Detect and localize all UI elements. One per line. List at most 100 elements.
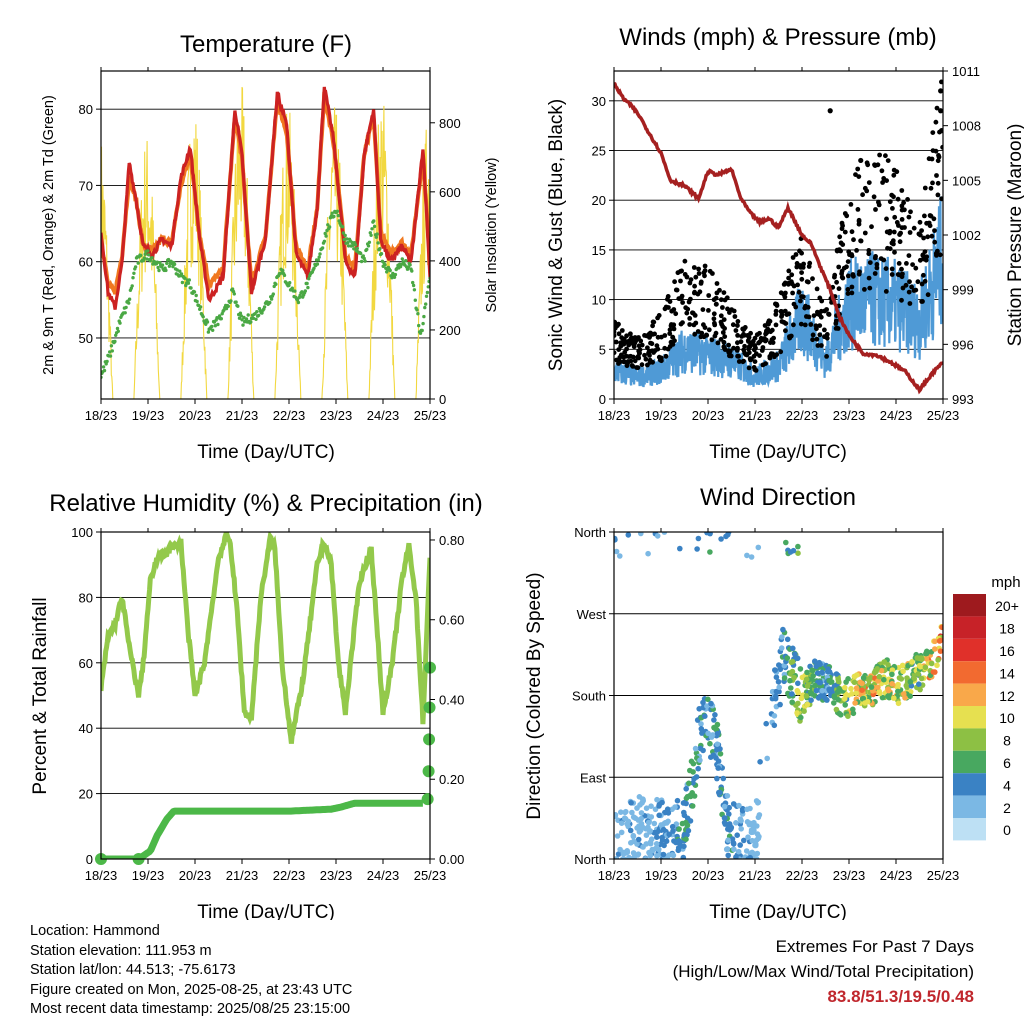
- direction-point: [924, 648, 930, 655]
- direction-point: [881, 676, 887, 683]
- gust-point: [702, 268, 708, 273]
- gust-point: [866, 248, 872, 253]
- gust-point: [921, 272, 926, 278]
- gust-point: [614, 339, 619, 345]
- gust-point: [672, 338, 677, 344]
- x-tick-label: 18/23: [85, 408, 118, 423]
- gust-point: [614, 319, 618, 325]
- dewpoint-point: [195, 299, 199, 304]
- gust-point: [769, 327, 775, 333]
- dewpoint-point: [145, 257, 149, 261]
- direction-point: [831, 693, 838, 699]
- gust-point: [779, 309, 785, 314]
- dewpoint-point: [422, 314, 426, 319]
- x-tick-label: 22/23: [273, 408, 306, 423]
- gust-point: [940, 144, 943, 150]
- dewpoint-point: [424, 302, 428, 306]
- dewpoint-point: [180, 280, 185, 285]
- gust-point: [675, 270, 681, 276]
- gust-point: [899, 297, 904, 303]
- gust-point: [867, 260, 873, 265]
- direction-point: [881, 659, 888, 665]
- direction-point: [698, 721, 704, 727]
- dewpoint-point: [244, 317, 249, 321]
- direction-point: [712, 712, 718, 718]
- direction-point: [698, 726, 705, 732]
- direction-point: [647, 828, 653, 834]
- dewpoint-point: [320, 246, 325, 250]
- direction-point: [747, 805, 753, 812]
- y2-tick-label: 996: [952, 337, 974, 352]
- direction-point: [917, 664, 924, 670]
- direction-point: [717, 746, 723, 752]
- gust-point: [781, 282, 787, 287]
- direction-point: [826, 677, 832, 684]
- direction-point: [851, 673, 858, 680]
- gust-point: [672, 279, 677, 285]
- dewpoint-point: [108, 350, 112, 354]
- gust-point: [921, 235, 926, 241]
- direction-xlabel: Time (Day/UTC): [709, 902, 847, 920]
- dewpoint-point: [359, 251, 363, 256]
- gust-point: [884, 216, 889, 222]
- direction-point: [627, 827, 634, 834]
- gust-point: [800, 265, 806, 270]
- direction-point: [789, 691, 795, 697]
- gust-point: [925, 292, 931, 298]
- gust-point: [754, 332, 760, 337]
- gust-point: [735, 319, 741, 324]
- dewpoint-point: [164, 268, 168, 273]
- gust-point: [808, 322, 814, 327]
- gust-point: [890, 206, 895, 211]
- station-latlon: Station lat/lon: 44.513; -75.6173: [30, 962, 236, 979]
- gust-point: [907, 301, 913, 306]
- gust-point: [760, 345, 766, 350]
- direction-point: [680, 854, 687, 859]
- humidity-xlabel: Time (Day/UTC): [197, 902, 335, 920]
- dewpoint-point: [376, 241, 380, 245]
- winds-panel: Winds (mph) & Pressure (mb) Sonic Wind &…: [546, 24, 1024, 463]
- direction-point: [635, 817, 642, 823]
- dewpoint-point: [343, 233, 347, 238]
- direction-point: [895, 700, 902, 707]
- direction-point: [700, 699, 706, 706]
- gust-point: [872, 163, 878, 169]
- gust-point: [858, 157, 864, 164]
- direction-point: [643, 832, 650, 838]
- direction-point: [857, 679, 864, 686]
- gust-point: [696, 271, 702, 276]
- direction-point: [780, 626, 786, 633]
- gust-point: [819, 298, 825, 304]
- direction-point: [638, 532, 644, 537]
- y-tick-label: 100: [71, 525, 93, 540]
- plot-frame: [100, 531, 431, 860]
- y-tick-label: 70: [79, 178, 93, 193]
- dewpoint-point: [374, 235, 378, 239]
- direction-point: [915, 671, 921, 677]
- direction-point: [639, 796, 646, 802]
- direction-point: [792, 651, 798, 657]
- colorbar-label: 18: [999, 621, 1015, 637]
- gust-point: [688, 277, 694, 282]
- colorbar-label: 0: [1003, 822, 1011, 838]
- gust-point: [907, 230, 913, 235]
- direction-point: [683, 795, 690, 802]
- direction-point: [932, 669, 938, 675]
- dewpoint-point: [413, 298, 417, 302]
- dewpoint-point: [142, 256, 146, 260]
- gust-point: [939, 79, 943, 85]
- gust-point: [856, 271, 862, 277]
- dewpoint-point: [148, 259, 152, 263]
- dewpoint-point: [150, 256, 154, 260]
- direction-point: [709, 732, 716, 738]
- y2-tick-label: 600: [439, 185, 461, 200]
- direction-point: [695, 535, 702, 542]
- dewpoint-point: [101, 365, 106, 369]
- direction-point: [618, 829, 625, 836]
- humidity-plot: 0 20 40 60 80 100 0.00 0.20 0.40 0.60 0.80 18/23 19/…: [71, 525, 464, 883]
- gust-point: [811, 313, 817, 318]
- direction-point: [781, 662, 788, 669]
- dewpoint-point: [175, 268, 179, 272]
- gust-point: [922, 185, 928, 191]
- x-tick-label: 25/23: [927, 408, 960, 423]
